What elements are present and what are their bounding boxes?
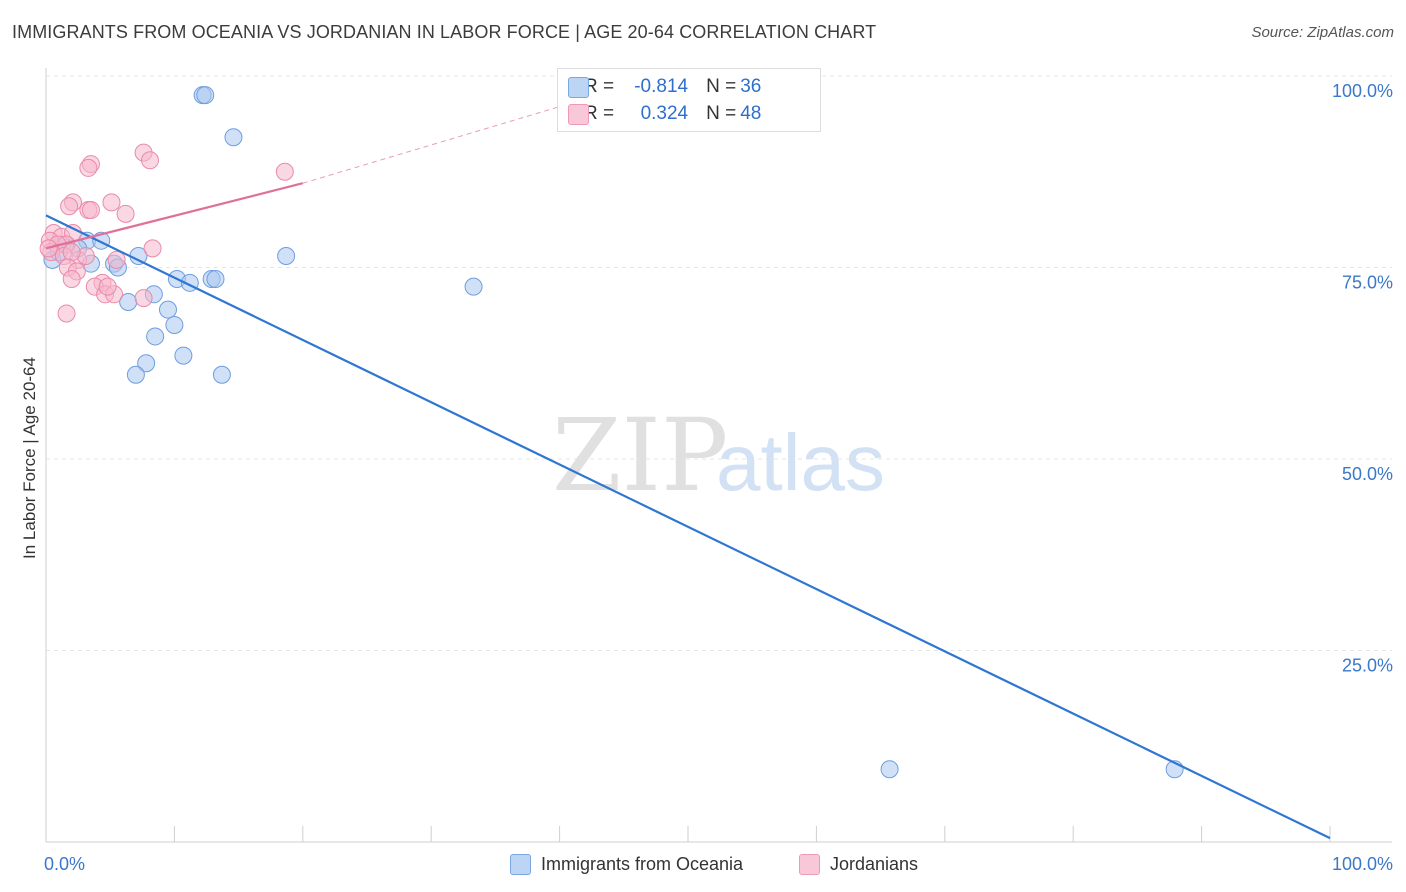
legend-r-value: 0.324 [640, 103, 689, 124]
legend-swatch-pink [799, 853, 820, 875]
jordanian-point [141, 151, 160, 170]
x-tick-label: 0.0% [44, 854, 85, 874]
legend-swatch-blue [510, 853, 531, 875]
legend-n-label: N = [706, 76, 737, 97]
oceania-trend-line [45, 214, 1331, 840]
oceania-point [464, 277, 483, 296]
y-tick-label: 100.0% [1332, 81, 1393, 101]
oceania-point [224, 128, 243, 147]
jordanian-point [102, 193, 121, 212]
oceania-point [212, 365, 231, 384]
jordanian-point [134, 289, 153, 308]
legend-label-jordanians: Jordanians [830, 853, 919, 874]
watermark-zip: ZIP [552, 397, 728, 514]
legend-n-value: 36 [740, 76, 762, 97]
y-tick-label: 50.0% [1342, 464, 1393, 484]
jordanian-point [107, 250, 126, 269]
jordanian-point [79, 158, 98, 177]
y-tick-label: 25.0% [1342, 656, 1393, 676]
oceania-point [196, 86, 215, 105]
legend-item-oceania: Immigrants from Oceania [510, 852, 743, 876]
stats-legend: R = -0.814 N = 36 R = 0.324 N = 48 [557, 68, 821, 132]
jordanian-point [275, 162, 294, 181]
jordanian-point [81, 201, 100, 220]
legend-row-jordanians: R = 0.324 N = 48 [568, 101, 762, 127]
legend-swatch-blue [568, 76, 589, 98]
source-label: Source: ZipAtlas.com [1251, 24, 1394, 41]
oceania-point [137, 354, 156, 373]
watermark-atlas: atlas [716, 418, 885, 507]
legend-r-label: R = [584, 76, 615, 97]
oceania-point [126, 365, 145, 384]
legend-n-value: 48 [740, 103, 762, 124]
oceania-point [146, 327, 165, 346]
jordanian-point [57, 304, 76, 323]
legend-item-jordanians: Jordanians [799, 852, 918, 876]
jordanian-point [116, 204, 135, 223]
oceania-point [206, 269, 225, 288]
jordanian-point [62, 243, 81, 262]
jordanian-point [60, 197, 79, 216]
legend-swatch-pink [568, 103, 589, 125]
oceania-point [174, 346, 193, 365]
grid-layer [46, 75, 1392, 651]
legend-r-value: -0.814 [634, 76, 689, 97]
watermark: ZIP atlas [552, 397, 885, 514]
points-layer [39, 86, 1184, 779]
legend-row-oceania: R = -0.814 N = 36 [568, 74, 762, 100]
legend-r-label: R = [584, 103, 615, 124]
x-tick-label: 100.0% [1332, 854, 1393, 874]
oceania-point [880, 760, 899, 779]
legend-label-oceania: Immigrants from Oceania [541, 853, 744, 874]
jordanian-trend-extension [302, 94, 599, 184]
tick-labels: 25.0% 50.0% 75.0% 100.0% 0.0% 100.0% [44, 81, 1393, 874]
jordanian-point [98, 277, 117, 296]
jordanian-point [143, 239, 162, 258]
oceania-point [277, 247, 296, 266]
legend-n-label: N = [706, 103, 737, 124]
axis-layer [45, 68, 1392, 843]
trend-layer [45, 94, 1331, 840]
y-tick-label: 75.0% [1342, 273, 1393, 293]
oceania-point [158, 300, 177, 319]
oceania-point [165, 315, 184, 334]
jordanian-point [62, 269, 81, 288]
jordanian-trend-line [45, 182, 304, 250]
chart-title: IMMIGRANTS FROM OCEANIA VS JORDANIAN IN … [12, 22, 877, 42]
